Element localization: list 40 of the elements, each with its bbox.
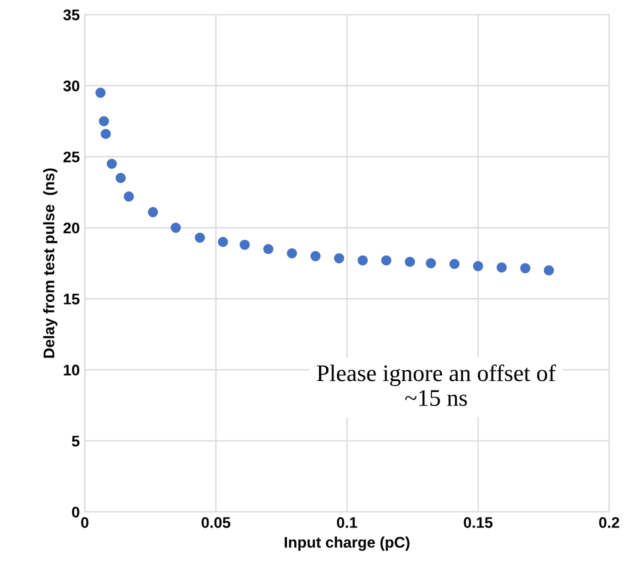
point (116, 172, 126, 184)
point (106, 158, 117, 169)
y-tick-label: 35 (63, 9, 80, 20)
x-tick-label: 0.15 (464, 517, 493, 528)
point (358, 255, 368, 266)
y-tick-label: 25 (63, 152, 80, 162)
point (472, 261, 484, 272)
x-tick-label: 0.2 (599, 517, 620, 528)
point (100, 128, 111, 140)
point (496, 262, 507, 273)
y-tick-label: 5 (72, 436, 80, 447)
point (426, 258, 436, 268)
point (334, 253, 344, 264)
y-tick-label: 10 (64, 364, 80, 376)
point (124, 191, 134, 202)
point (218, 236, 228, 248)
x-axis-title: Input charge (pC) (284, 536, 410, 551)
point (286, 248, 297, 258)
point (404, 256, 415, 267)
annotation: Please ignore an offset of ~15 ns (317, 364, 556, 406)
y-axis-title: Delay from test pulse (ns) (43, 168, 58, 358)
point (240, 240, 250, 250)
point (544, 265, 554, 276)
point (381, 255, 392, 266)
point (263, 244, 274, 254)
y-tick-label: 20 (63, 222, 80, 234)
y-tick-label: 30 (63, 80, 80, 92)
point (170, 222, 181, 233)
x-tick-label: 0.05 (202, 517, 230, 528)
x-tick-label: 0.1 (336, 517, 358, 528)
point (449, 258, 460, 270)
point (95, 88, 106, 98)
point (148, 207, 158, 218)
x-tick-label: 0 (81, 517, 88, 528)
y-tick-label: 15 (64, 294, 80, 304)
point (520, 263, 530, 274)
y-tick-label: 0 (72, 506, 80, 518)
point (194, 232, 205, 243)
point (310, 251, 321, 262)
point (98, 116, 110, 126)
